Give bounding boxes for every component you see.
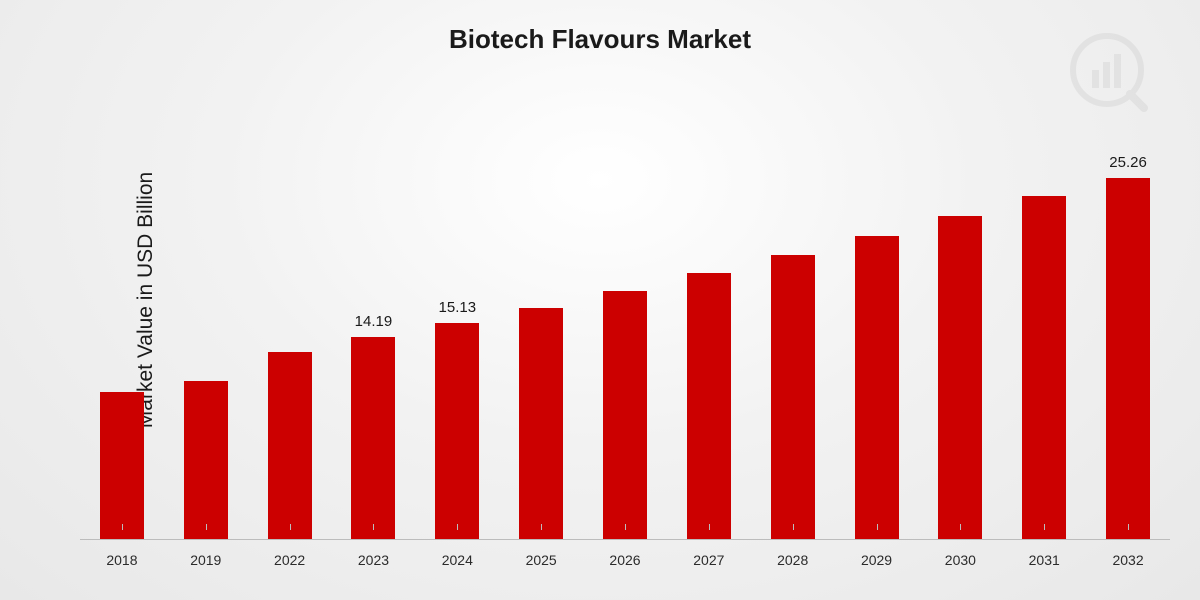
x-axis: 2018 2019 2022 2023 2024 2025 2026 2027 2028 2029… [80, 552, 1170, 568]
bar-slot: 14.19 [343, 110, 403, 540]
bar [603, 291, 647, 540]
bar [351, 337, 395, 540]
x-tick-label: 2023 [343, 552, 403, 568]
bar-slot [176, 110, 236, 540]
bar [771, 255, 815, 540]
bar-slot [930, 110, 990, 540]
x-tick-label: 2032 [1098, 552, 1158, 568]
bar [268, 352, 312, 540]
bar [687, 273, 731, 540]
x-tick-label: 2031 [1014, 552, 1074, 568]
x-tick-label: 2019 [176, 552, 236, 568]
x-axis-line [80, 539, 1170, 540]
bar [1106, 178, 1150, 540]
bar-slot [260, 110, 320, 540]
bar-slot [92, 110, 152, 540]
x-tick-label: 2018 [92, 552, 152, 568]
bar [435, 323, 479, 540]
bar-slot [847, 110, 907, 540]
bar-slot [763, 110, 823, 540]
watermark-logo-icon [1062, 28, 1152, 123]
bar [1022, 196, 1066, 540]
x-tick-label: 2024 [427, 552, 487, 568]
bar [519, 308, 563, 540]
bar-slot [679, 110, 739, 540]
bar [855, 236, 899, 540]
plot-area: 14.19 15.13 25.26 [80, 110, 1170, 540]
bar-slot [511, 110, 571, 540]
x-tick-label: 2029 [847, 552, 907, 568]
bar-value-label: 25.26 [1109, 154, 1147, 172]
x-tick-label: 2027 [679, 552, 739, 568]
x-tick-label: 2030 [930, 552, 990, 568]
bar [938, 216, 982, 540]
bar-slot [595, 110, 655, 540]
x-tick-label: 2022 [260, 552, 320, 568]
x-tick-label: 2025 [511, 552, 571, 568]
bar-slot [1014, 110, 1074, 540]
bar-value-label: 14.19 [355, 313, 393, 331]
x-tick-label: 2026 [595, 552, 655, 568]
bar [100, 392, 144, 540]
chart-title: Biotech Flavours Market [0, 24, 1200, 55]
bar-slot: 15.13 [427, 110, 487, 540]
bar-value-label: 15.13 [439, 299, 477, 317]
bar-slot: 25.26 [1098, 110, 1158, 540]
x-tick-label: 2028 [763, 552, 823, 568]
bar [184, 381, 228, 540]
